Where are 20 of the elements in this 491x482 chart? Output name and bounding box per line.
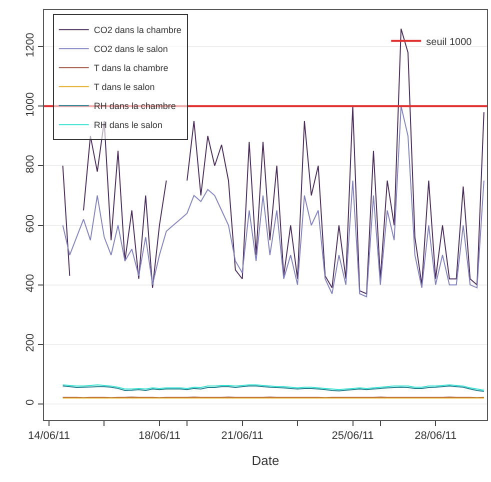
legend-label: CO2 dans le salon (94, 44, 168, 54)
legend-label: RH dans le salon (94, 120, 162, 130)
x-tick-label: 21/06/11 (221, 430, 264, 442)
legend-label: CO2 dans la chambre (94, 25, 182, 36)
y-tick-label: 400 (24, 274, 37, 292)
y-tick-label: 0 (24, 399, 37, 406)
y-tick-label: 800 (24, 154, 37, 174)
y-tick-label: 600 (24, 214, 37, 233)
y-tick-label: 1000 (24, 92, 37, 117)
legend-label: T dans la chambre (94, 63, 168, 74)
x-tick-label: 14/06/11 (28, 430, 70, 442)
x-axis-title: Date (252, 452, 280, 468)
x-tick-label: 18/06/11 (138, 430, 180, 442)
legend-label: seuil 1000 (426, 36, 472, 48)
x-tick-label: 25/06/11 (332, 430, 374, 442)
x-tick-label: 28/06/11 (414, 430, 457, 442)
legend-label: RH dans la chambre (94, 101, 176, 112)
y-tick-label: 1200 (24, 32, 37, 58)
y-tick-label: 200 (24, 334, 37, 352)
legend-label: T dans le salon (94, 82, 155, 92)
